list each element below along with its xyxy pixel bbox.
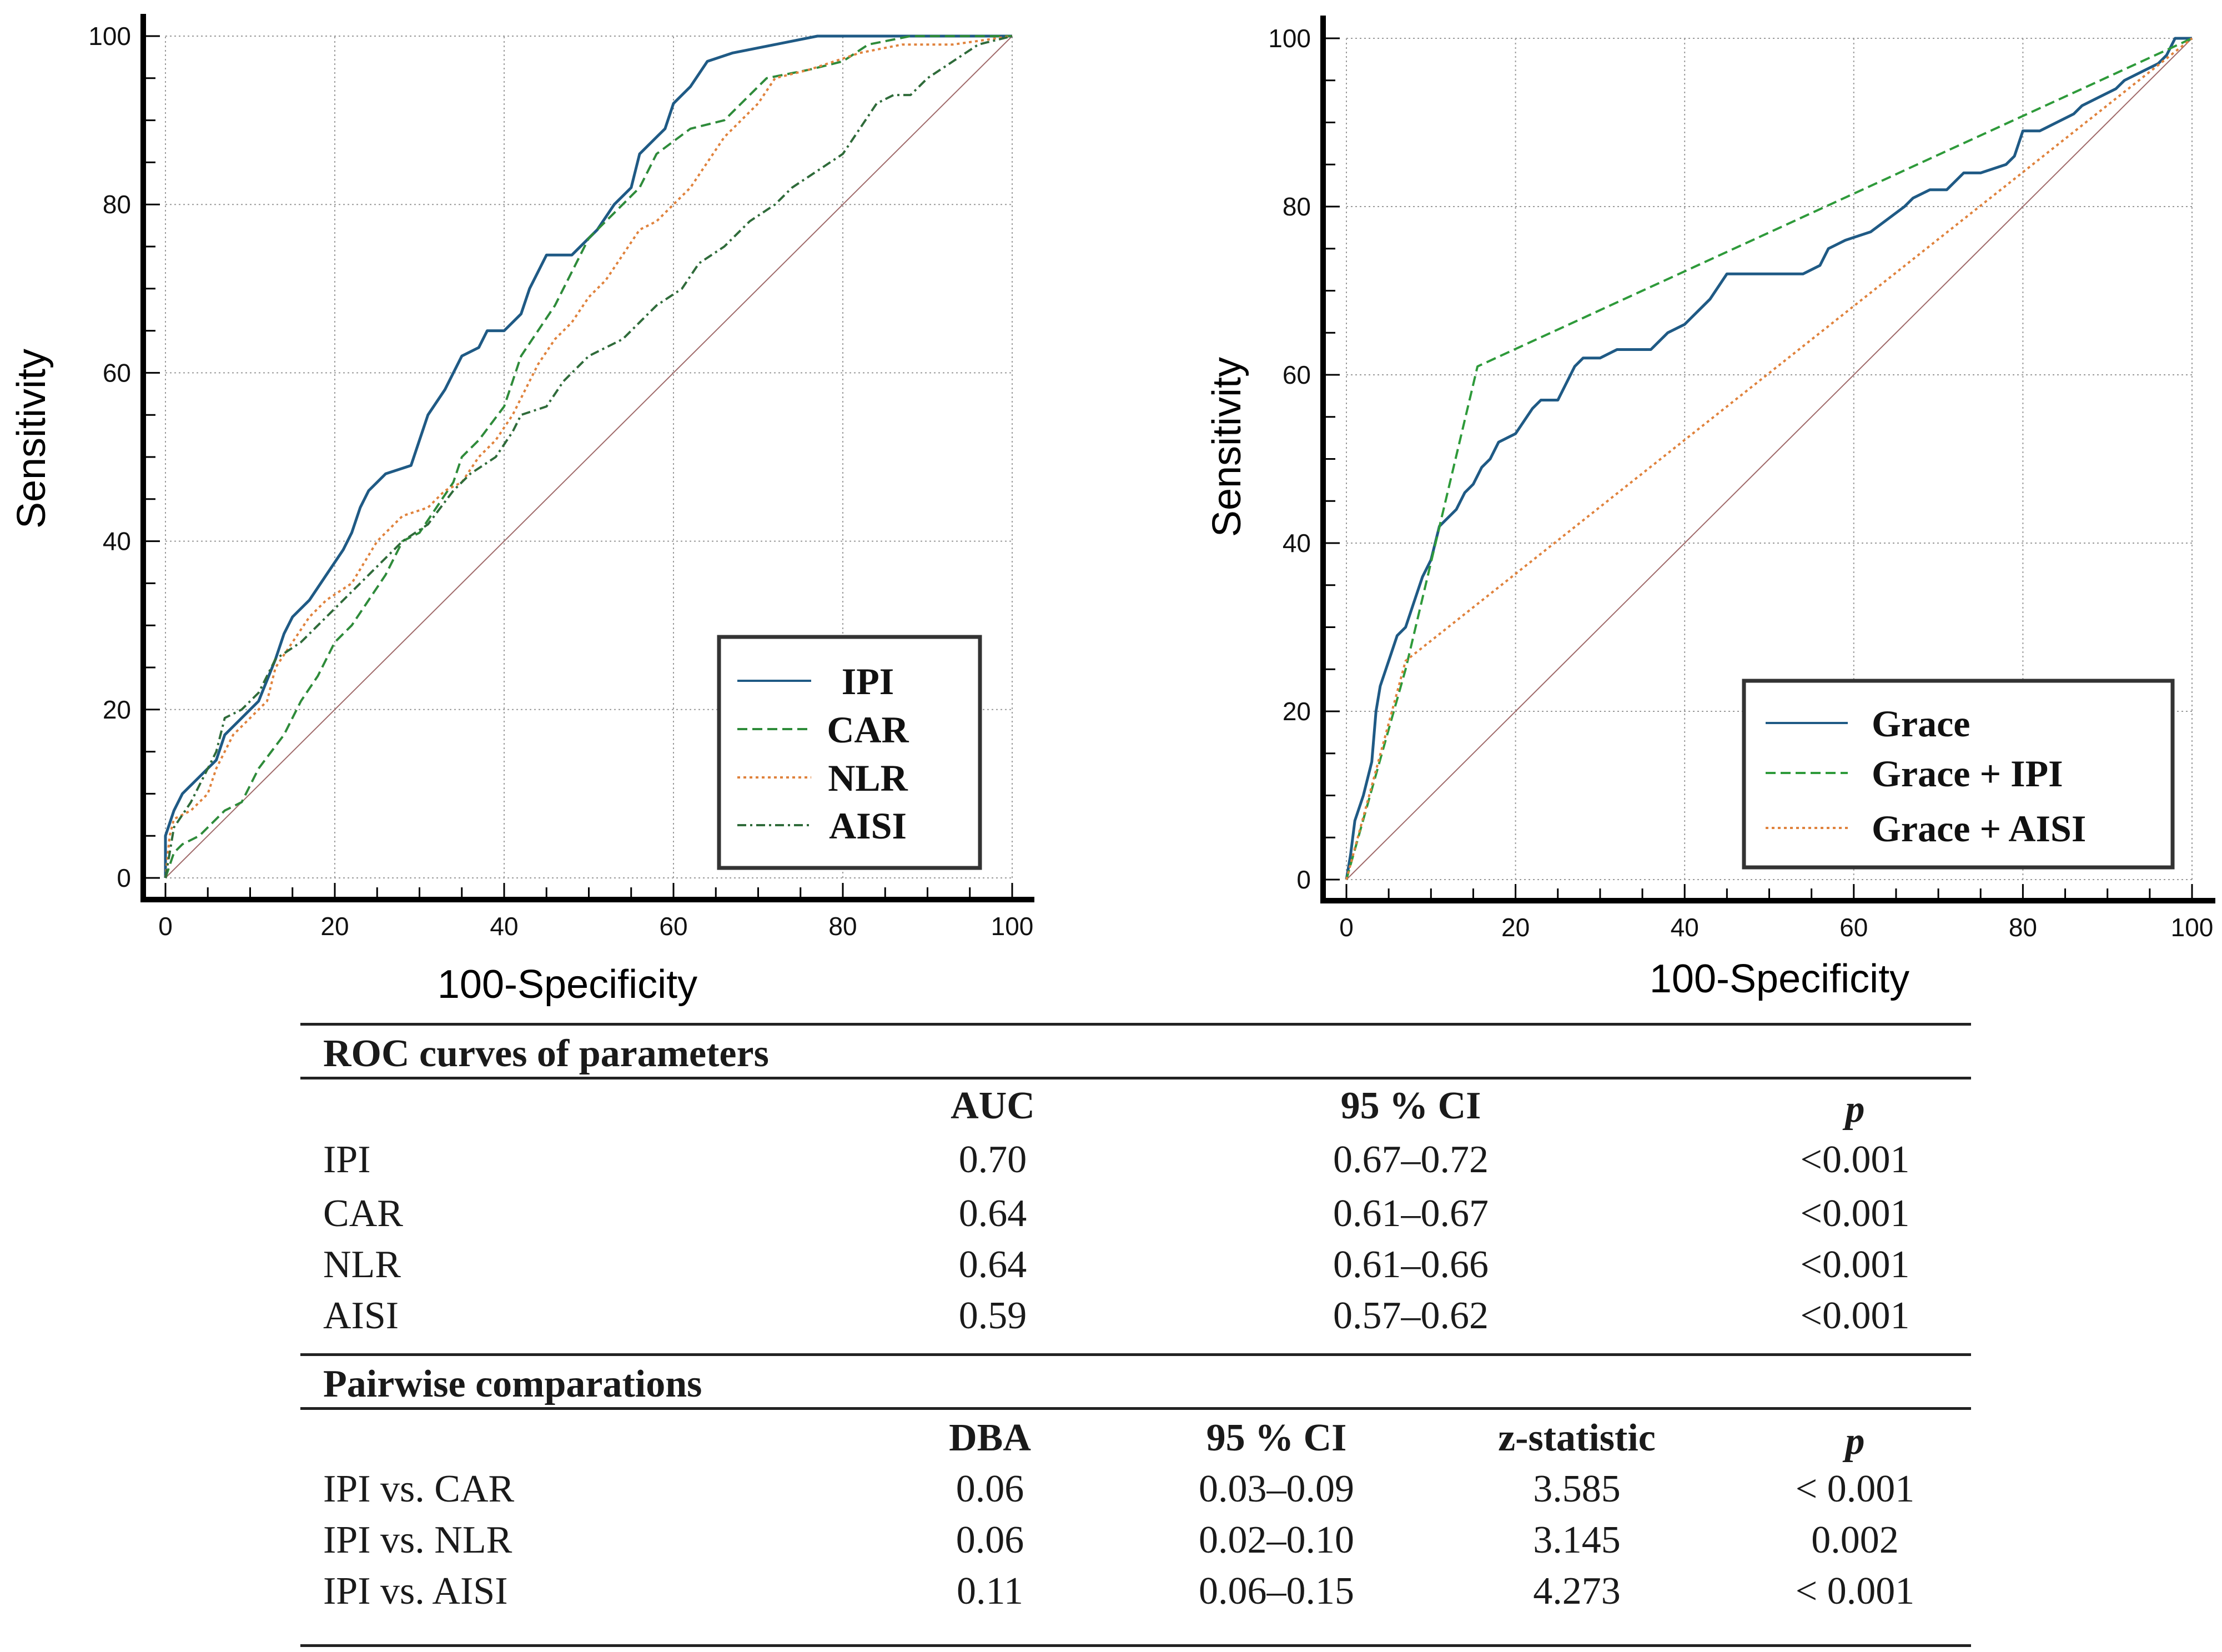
series-line-grace-ipi (1345, 37, 2193, 880)
roc-chart-2: 0 20 40 60 80 100 0 20 40 60 80 100 100-Specificity S… (1205, 16, 2215, 1001)
header-ci: 95 % CI (1340, 1084, 1481, 1127)
table-cell: 0.57–0.62 (1333, 1294, 1489, 1337)
table-cell: 0.61–0.66 (1333, 1243, 1489, 1286)
legend-label: NLR (828, 757, 908, 799)
y-tick-label: 20 (1283, 697, 1311, 726)
row-label: IPI vs. NLR (323, 1519, 512, 1561)
reference-diagonal (165, 36, 1013, 878)
table-rule (300, 1353, 1971, 1356)
x-tick-label: 60 (1839, 913, 1868, 942)
table-cell: 0.06–0.15 (1199, 1570, 1354, 1613)
table-rule (300, 1023, 1971, 1026)
table-rule (300, 1644, 1971, 1647)
y-tick-label: 40 (103, 527, 131, 556)
table-cell: 3.585 (1533, 1468, 1621, 1510)
y-axis-title: Sensitivity (9, 349, 54, 529)
x-tick-label: 0 (158, 912, 173, 941)
x-tick-label: 60 (659, 912, 687, 941)
legend-label: AISI (829, 805, 907, 847)
row-label: IPI (323, 1138, 371, 1181)
legend: IPI CAR NLR AISI (717, 635, 982, 870)
y-tick-label: 100 (1268, 24, 1311, 53)
table-cell: 0.61–0.67 (1333, 1192, 1489, 1235)
x-tick-label: 40 (490, 912, 518, 941)
table-cell: 0.002 (1811, 1519, 1899, 1561)
header-p: p (1845, 1420, 1865, 1463)
legend-label: Grace + AISI (1872, 807, 2086, 850)
series-line-aisi (164, 35, 1013, 878)
header-ci: 95 % CI (1206, 1417, 1347, 1459)
row-label: IPI vs. AISI (323, 1570, 508, 1613)
x-tick-label: 20 (1501, 913, 1530, 942)
table-cell: <0.001 (1800, 1192, 1910, 1235)
table-cell: <0.001 (1800, 1243, 1910, 1286)
x-tick-label: 0 (1339, 913, 1354, 942)
table-cell: 3.145 (1533, 1519, 1621, 1561)
x-axis-title: 100-Specificity (1650, 957, 1909, 1001)
row-label: CAR (323, 1192, 403, 1235)
y-axis-title: Sensitivity (1205, 357, 1249, 537)
legend-label: IPI (842, 660, 894, 702)
table-cell: 0.64 (958, 1192, 1027, 1235)
table-cell: 4.273 (1533, 1570, 1621, 1613)
series-line-grace-aisi (1345, 37, 2193, 880)
table-cell: <0.001 (1800, 1294, 1910, 1337)
roc-section-title: ROC curves of parameters (323, 1032, 769, 1075)
x-tick-label: 80 (828, 912, 857, 941)
table-cell: <0.001 (1800, 1138, 1910, 1181)
series-line-nlr (164, 35, 1013, 878)
pairwise-section-title: Pairwise comparations (323, 1363, 702, 1405)
row-label: IPI vs. CAR (323, 1468, 515, 1510)
reference-diagonal (1346, 38, 2193, 880)
x-tick-label: 100 (2171, 913, 2214, 942)
y-tick-label: 40 (1283, 529, 1311, 558)
y-tick-label: 80 (103, 190, 131, 219)
y-tick-label: 100 (88, 22, 131, 51)
x-axis-title: 100-Specificity (438, 962, 697, 1007)
table-cell: 0.64 (958, 1243, 1027, 1286)
y-tick-label: 20 (103, 695, 131, 724)
table-cell: 0.03–0.09 (1199, 1468, 1354, 1510)
x-tick-label: 80 (2009, 913, 2037, 942)
table-cell: < 0.001 (1795, 1468, 1915, 1510)
table-cell: 0.59 (958, 1294, 1027, 1337)
table-rule (300, 1077, 1971, 1079)
x-tick-label: 100 (991, 912, 1034, 941)
legend-label: CAR (827, 709, 909, 751)
header-z-statistic: z-statistic (1498, 1417, 1656, 1459)
roc-chart-1: 0 20 40 60 80 100 0 20 40 60 80 100 100-Specificity S… (9, 14, 1034, 1007)
row-label: AISI (323, 1294, 399, 1337)
table-cell: 0.06 (956, 1519, 1024, 1561)
header-dba: DBA (949, 1417, 1031, 1459)
y-tick-label: 60 (1283, 360, 1311, 389)
legend-label: Grace (1872, 702, 1970, 745)
table-cell: 0.67–0.72 (1333, 1138, 1489, 1181)
y-tick-label: 0 (117, 863, 131, 892)
x-tick-label: 20 (320, 912, 349, 941)
legend-box (717, 635, 982, 870)
roc-charts: 0 20 40 60 80 100 0 20 40 60 80 100 100-Specificity S… (9, 14, 2215, 1007)
y-tick-label: 0 (1296, 865, 1311, 894)
legend-label: Grace + IPI (1872, 752, 2063, 795)
x-tick-label: 40 (1671, 913, 1699, 942)
row-label: NLR (323, 1243, 401, 1286)
table-cell: 0.70 (958, 1138, 1027, 1181)
table-cell: 0.02–0.10 (1199, 1519, 1354, 1561)
table-cell: < 0.001 (1795, 1570, 1915, 1613)
y-tick-label: 60 (103, 358, 131, 387)
series-line-grace (1345, 37, 2192, 880)
y-tick-label: 80 (1283, 192, 1311, 221)
series-line-ipi (164, 34, 1012, 878)
legend: Grace Grace + IPI Grace + AISI (1742, 679, 2175, 870)
header-auc: AUC (951, 1084, 1035, 1127)
table-cell: 0.06 (956, 1468, 1024, 1510)
table-cell: 0.11 (957, 1570, 1023, 1613)
header-p: p (1845, 1088, 1865, 1131)
table-rule (300, 1407, 1971, 1410)
